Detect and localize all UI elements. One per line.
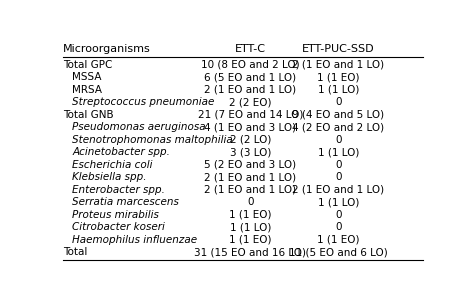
Text: Escherichia coli: Escherichia coli <box>72 160 153 170</box>
Text: 0: 0 <box>335 97 342 107</box>
Text: MSSA: MSSA <box>72 72 101 82</box>
Text: ETT-PUC-SSD: ETT-PUC-SSD <box>302 44 375 54</box>
Text: Citrobacter koseri: Citrobacter koseri <box>72 222 165 232</box>
Text: 6 (5 EO and 1 LO): 6 (5 EO and 1 LO) <box>204 72 296 82</box>
Text: Haemophilus influenzae: Haemophilus influenzae <box>72 235 197 245</box>
Text: 2 (1 EO and 1 LO): 2 (1 EO and 1 LO) <box>204 172 296 182</box>
Text: MRSA: MRSA <box>72 85 102 95</box>
Text: 0: 0 <box>335 160 342 170</box>
Text: 31 (15 EO and 16 LO): 31 (15 EO and 16 LO) <box>194 247 306 257</box>
Text: 2 (1 EO and 1 LO): 2 (1 EO and 1 LO) <box>292 60 384 70</box>
Text: 3 (3 LO): 3 (3 LO) <box>229 147 271 157</box>
Text: 2 (2 EO): 2 (2 EO) <box>229 97 272 107</box>
Text: 4 (1 EO and 3 LO): 4 (1 EO and 3 LO) <box>204 122 296 132</box>
Text: Total GNB: Total GNB <box>63 110 114 120</box>
Text: Proteus mirabilis: Proteus mirabilis <box>72 210 159 220</box>
Text: 1 (1 LO): 1 (1 LO) <box>318 147 359 157</box>
Text: ETT-C: ETT-C <box>235 44 266 54</box>
Text: 2 (2 LO): 2 (2 LO) <box>229 135 271 145</box>
Text: 1 (1 EO): 1 (1 EO) <box>317 235 360 245</box>
Text: 2 (1 EO and 1 LO): 2 (1 EO and 1 LO) <box>204 85 296 95</box>
Text: 10 (8 EO and 2 LO): 10 (8 EO and 2 LO) <box>201 60 300 70</box>
Text: 0: 0 <box>335 222 342 232</box>
Text: Streptococcus pneumoniae: Streptococcus pneumoniae <box>72 97 214 107</box>
Text: 1 (1 LO): 1 (1 LO) <box>229 222 271 232</box>
Text: Klebsiella spp.: Klebsiella spp. <box>72 172 146 182</box>
Text: 0: 0 <box>335 172 342 182</box>
Text: 21 (7 EO and 14 LO): 21 (7 EO and 14 LO) <box>198 110 303 120</box>
Text: 1 (1 EO): 1 (1 EO) <box>317 72 360 82</box>
Text: Serratia marcescens: Serratia marcescens <box>72 197 179 207</box>
Text: 1 (1 LO): 1 (1 LO) <box>318 197 359 207</box>
Text: 1 (1 EO): 1 (1 EO) <box>229 235 272 245</box>
Text: 0: 0 <box>335 135 342 145</box>
Text: 0: 0 <box>247 197 254 207</box>
Text: 1 (1 LO): 1 (1 LO) <box>318 85 359 95</box>
Text: Enterobacter spp.: Enterobacter spp. <box>72 185 165 195</box>
Text: 2 (1 EO and 1 LO): 2 (1 EO and 1 LO) <box>204 185 296 195</box>
Text: 11 (5 EO and 6 LO): 11 (5 EO and 6 LO) <box>289 247 388 257</box>
Text: 5 (2 EO and 3 LO): 5 (2 EO and 3 LO) <box>204 160 296 170</box>
Text: 9 (4 EO and 5 LO): 9 (4 EO and 5 LO) <box>292 110 384 120</box>
Text: Acinetobacter spp.: Acinetobacter spp. <box>72 147 170 157</box>
Text: 4 (2 EO and 2 LO): 4 (2 EO and 2 LO) <box>292 122 384 132</box>
Text: Microorganisms: Microorganisms <box>63 44 151 54</box>
Text: Stenotrophomonas maltophilia: Stenotrophomonas maltophilia <box>72 135 233 145</box>
Text: Total: Total <box>63 247 87 257</box>
Text: 1 (1 EO): 1 (1 EO) <box>229 210 272 220</box>
Text: 2 (1 EO and 1 LO): 2 (1 EO and 1 LO) <box>292 185 384 195</box>
Text: Total GPC: Total GPC <box>63 60 112 70</box>
Text: Pseudomonas aeruginosa: Pseudomonas aeruginosa <box>72 122 206 132</box>
Text: 0: 0 <box>335 210 342 220</box>
